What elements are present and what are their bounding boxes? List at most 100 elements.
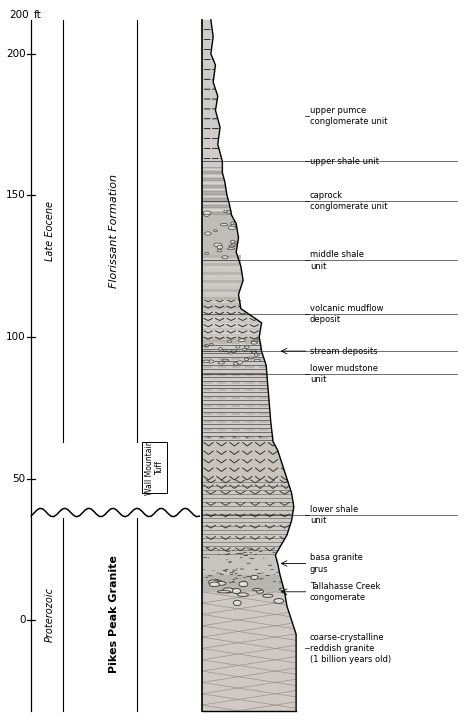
Bar <box>201 188 236 191</box>
Text: basa granite
grus: basa granite grus <box>310 554 363 573</box>
Ellipse shape <box>220 223 228 226</box>
Polygon shape <box>201 575 287 606</box>
Ellipse shape <box>242 349 246 351</box>
Bar <box>201 185 236 188</box>
Ellipse shape <box>229 245 235 247</box>
Ellipse shape <box>204 212 210 217</box>
Ellipse shape <box>247 357 254 359</box>
Ellipse shape <box>252 351 256 353</box>
Ellipse shape <box>208 360 214 363</box>
Polygon shape <box>201 167 232 215</box>
Bar <box>201 191 236 195</box>
Text: upper pumce
conglomerate unit: upper pumce conglomerate unit <box>310 106 387 126</box>
Ellipse shape <box>205 232 211 235</box>
Ellipse shape <box>232 588 241 593</box>
Ellipse shape <box>227 341 232 343</box>
Ellipse shape <box>203 360 210 362</box>
Bar <box>201 283 248 286</box>
Polygon shape <box>201 436 292 492</box>
Bar <box>201 269 248 271</box>
Bar <box>201 274 248 277</box>
Ellipse shape <box>218 362 225 364</box>
Bar <box>201 201 236 205</box>
Bar <box>201 295 248 297</box>
Ellipse shape <box>238 339 246 342</box>
Ellipse shape <box>228 352 234 354</box>
Ellipse shape <box>256 338 262 340</box>
Polygon shape <box>201 255 243 308</box>
Ellipse shape <box>223 588 234 593</box>
Text: 50: 50 <box>12 474 26 484</box>
Ellipse shape <box>239 581 248 587</box>
Ellipse shape <box>204 344 209 347</box>
Bar <box>201 255 248 258</box>
Text: upper shale unit: upper shale unit <box>310 157 379 166</box>
Ellipse shape <box>203 211 211 214</box>
Ellipse shape <box>251 342 257 344</box>
Polygon shape <box>201 492 296 710</box>
Ellipse shape <box>205 345 209 347</box>
Bar <box>201 261 248 264</box>
Ellipse shape <box>253 588 262 591</box>
Ellipse shape <box>256 589 264 593</box>
Bar <box>201 209 236 212</box>
Ellipse shape <box>254 360 260 362</box>
Bar <box>201 178 236 181</box>
Text: Tallahasse Creek
congomerate: Tallahasse Creek congomerate <box>310 582 380 602</box>
Text: Wall Mountain
Tuff: Wall Mountain Tuff <box>145 440 164 495</box>
Text: coarse-crystalline
reddish granite
(1 billion years old): coarse-crystalline reddish granite (1 bi… <box>310 632 391 664</box>
Ellipse shape <box>218 591 231 593</box>
Bar <box>201 300 248 303</box>
Ellipse shape <box>234 222 240 225</box>
Text: Late Eocene: Late Eocene <box>45 201 55 261</box>
Polygon shape <box>201 592 296 710</box>
Bar <box>201 280 248 283</box>
Ellipse shape <box>231 349 237 352</box>
Ellipse shape <box>209 580 218 585</box>
Ellipse shape <box>235 217 240 219</box>
Text: caprock
conglomerate unit: caprock conglomerate unit <box>310 191 387 211</box>
Ellipse shape <box>274 599 284 604</box>
Ellipse shape <box>231 243 236 245</box>
Ellipse shape <box>255 354 257 357</box>
Text: 200: 200 <box>6 49 26 58</box>
Ellipse shape <box>251 341 258 342</box>
Ellipse shape <box>237 361 243 364</box>
Bar <box>201 266 248 269</box>
Polygon shape <box>201 479 294 555</box>
Bar <box>201 264 248 266</box>
Text: volcanic mudflow
deposit: volcanic mudflow deposit <box>310 304 383 324</box>
Ellipse shape <box>227 211 233 213</box>
Ellipse shape <box>233 225 240 227</box>
Bar <box>201 171 236 175</box>
Ellipse shape <box>230 240 235 243</box>
Bar <box>201 258 248 261</box>
Ellipse shape <box>255 353 259 355</box>
Ellipse shape <box>222 359 229 361</box>
Text: Florissant Formation: Florissant Formation <box>109 174 119 288</box>
Text: 150: 150 <box>6 191 26 200</box>
Bar <box>201 289 248 292</box>
Ellipse shape <box>224 210 228 213</box>
Text: middle shale
unit: middle shale unit <box>310 251 364 271</box>
Text: ft: ft <box>34 10 41 19</box>
Ellipse shape <box>245 358 248 361</box>
Ellipse shape <box>223 349 227 352</box>
Ellipse shape <box>251 575 258 580</box>
Bar <box>201 271 248 274</box>
Ellipse shape <box>279 588 289 591</box>
Ellipse shape <box>231 225 237 226</box>
Text: 100: 100 <box>6 332 26 342</box>
Bar <box>201 181 236 185</box>
Ellipse shape <box>210 343 213 345</box>
Text: 200: 200 <box>9 10 29 19</box>
Polygon shape <box>201 19 222 173</box>
Ellipse shape <box>228 248 235 250</box>
Ellipse shape <box>228 226 236 230</box>
Ellipse shape <box>232 242 238 244</box>
Bar <box>201 286 248 289</box>
Ellipse shape <box>245 346 249 348</box>
Ellipse shape <box>231 222 238 225</box>
Ellipse shape <box>233 600 241 606</box>
Ellipse shape <box>217 250 222 252</box>
